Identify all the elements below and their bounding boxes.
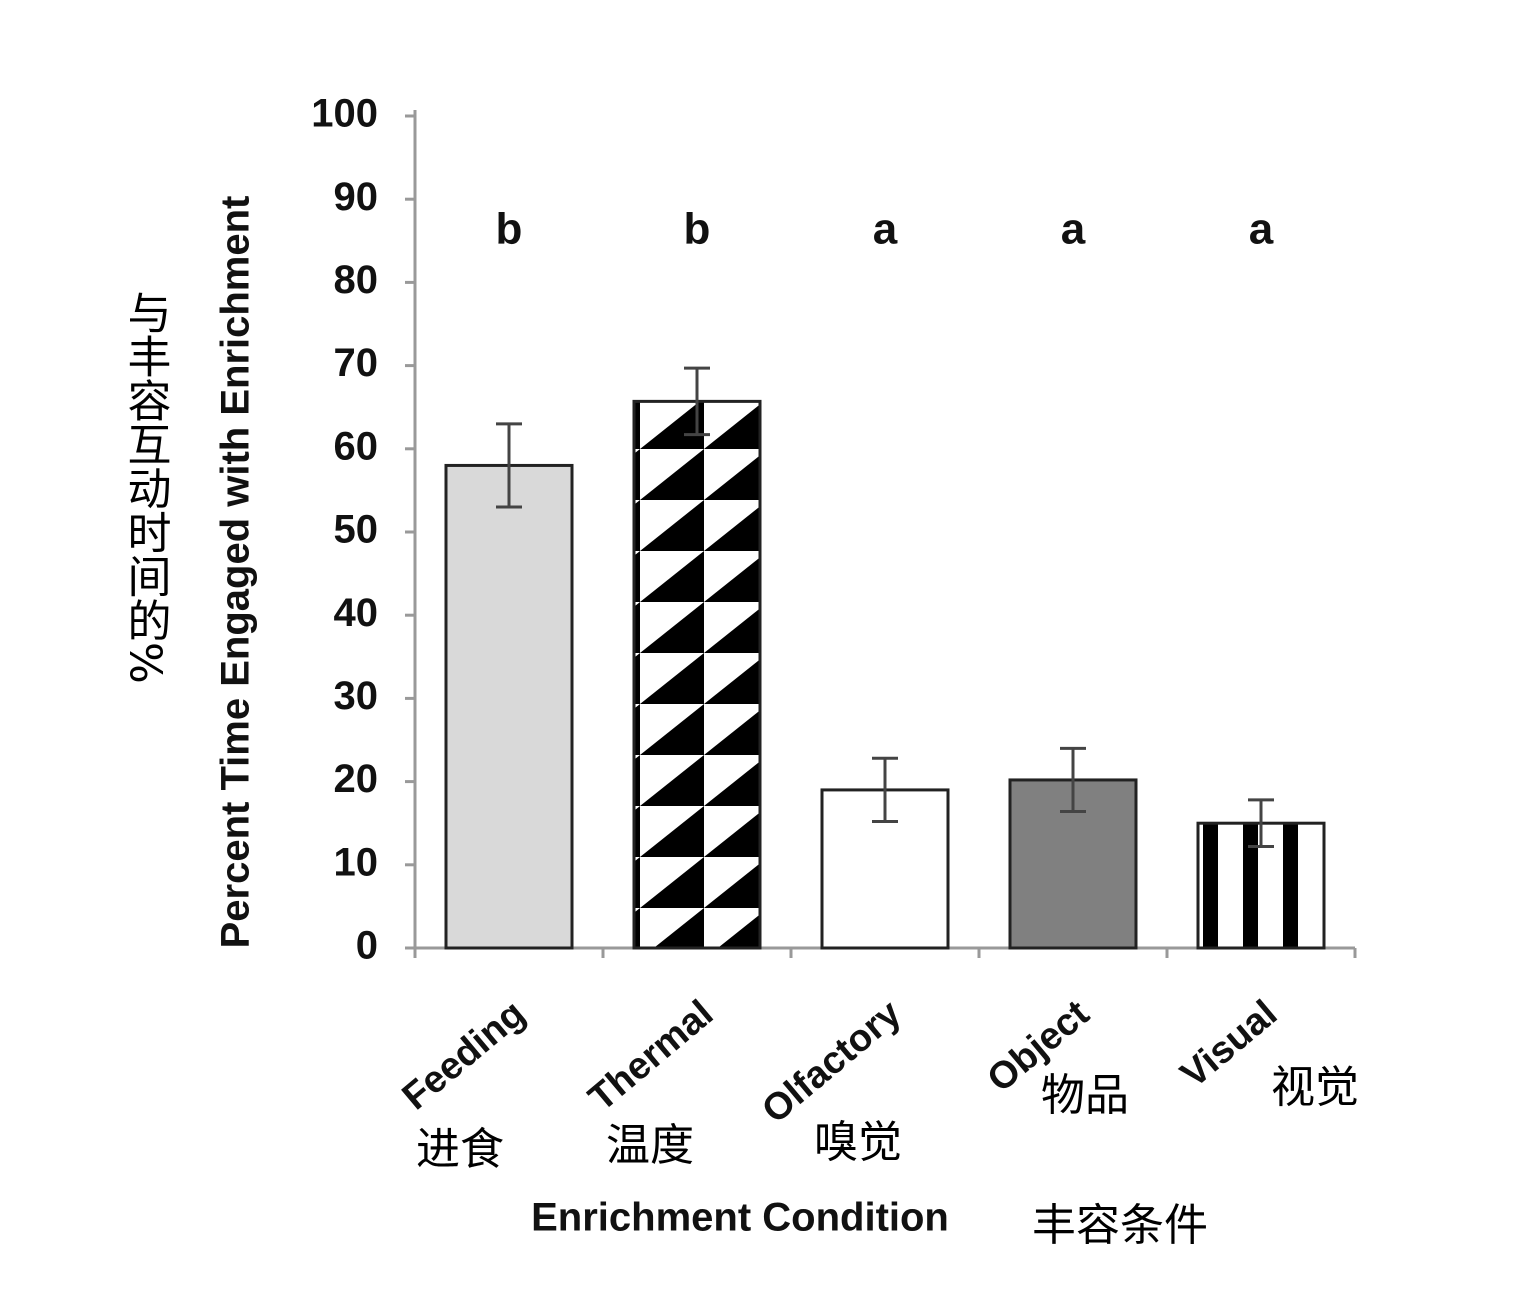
x-axis-title-translation: 丰容条件	[1032, 1200, 1208, 1251]
x-tick-label-translation: 进食	[416, 1124, 504, 1175]
significance-letter: a	[1061, 205, 1086, 254]
y-tick-label: 80	[334, 258, 379, 302]
x-tick-label: Feeding	[395, 992, 534, 1118]
significance-letter: b	[684, 205, 711, 254]
y-axis-title: Percent Time Engaged with Enrichment	[214, 196, 258, 949]
x-tick-label-translation: 视觉	[1271, 1062, 1359, 1113]
error-bar	[684, 366, 710, 437]
error-bar	[1248, 798, 1274, 848]
y-tick-label: 30	[334, 674, 379, 718]
bar	[444, 463, 574, 950]
y-tick-label: 50	[334, 508, 379, 552]
significance-letter: b	[496, 205, 523, 254]
y-axis-title-translation: 与丰容互动时间的%	[120, 290, 171, 684]
x-tick-label: Visual	[1173, 992, 1285, 1096]
y-tick-label: 90	[334, 175, 379, 219]
error-bar	[496, 422, 522, 509]
y-tick-label: 0	[356, 924, 378, 968]
y-tick-label: 40	[334, 591, 379, 635]
error-bar	[1060, 746, 1086, 814]
y-tick-label: 20	[334, 757, 379, 801]
y-tick-label: 100	[311, 92, 378, 136]
x-tick-label-translation: 温度	[606, 1120, 694, 1171]
significance-letter: a	[873, 205, 898, 254]
bar	[632, 399, 762, 950]
x-axis-title: Enrichment Condition	[531, 1196, 949, 1240]
error-bar	[872, 756, 898, 824]
x-tick-label: Olfactory	[754, 992, 909, 1131]
significance-letter: a	[1249, 205, 1274, 254]
x-tick-label-translation: 嗅觉	[814, 1117, 902, 1168]
x-tick-label: Thermal	[581, 992, 721, 1119]
y-tick-label: 60	[334, 424, 379, 468]
x-tick-label-translation: 物品	[1041, 1070, 1129, 1121]
y-tick-label: 70	[334, 341, 379, 385]
y-tick-label: 10	[334, 840, 379, 884]
